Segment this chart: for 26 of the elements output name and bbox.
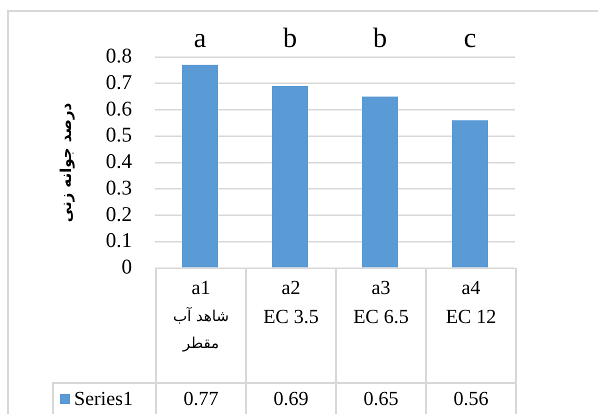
bar (272, 86, 308, 268)
y-tick-label: 0.5 (106, 122, 132, 147)
x-tick-label: a3 EC 6.5 (352, 276, 410, 330)
y-tick-label: 0.3 (106, 175, 132, 200)
y-tick-label: 0.8 (106, 44, 132, 68)
data-label: 0.77 (155, 382, 245, 414)
x-tick-label: a2 EC 3.5 (262, 276, 320, 330)
y-tick-label: 0.1 (106, 228, 132, 252)
y-tick-label: 0.6 (106, 96, 132, 120)
bar (182, 64, 218, 268)
data-label: 0.56 (425, 382, 517, 414)
x-tick-label: a4 EC 12 (444, 276, 498, 330)
text: a (194, 23, 207, 54)
text: c (464, 23, 476, 54)
y-tick-label: 0 (122, 254, 132, 279)
y-axis-title: درصد جوانه زنی (56, 102, 75, 222)
bar (362, 96, 398, 268)
y-tick-label: 0.7 (106, 70, 132, 94)
text: b (283, 23, 297, 54)
bar (452, 120, 488, 268)
data-label: 0.69 (245, 382, 335, 414)
y-tick-label: 0.4 (106, 149, 132, 174)
legend-label: Series1 (74, 386, 133, 412)
data-label: 0.65 (335, 382, 425, 414)
y-tick-label: 0.2 (106, 202, 132, 226)
text: b (373, 23, 387, 54)
